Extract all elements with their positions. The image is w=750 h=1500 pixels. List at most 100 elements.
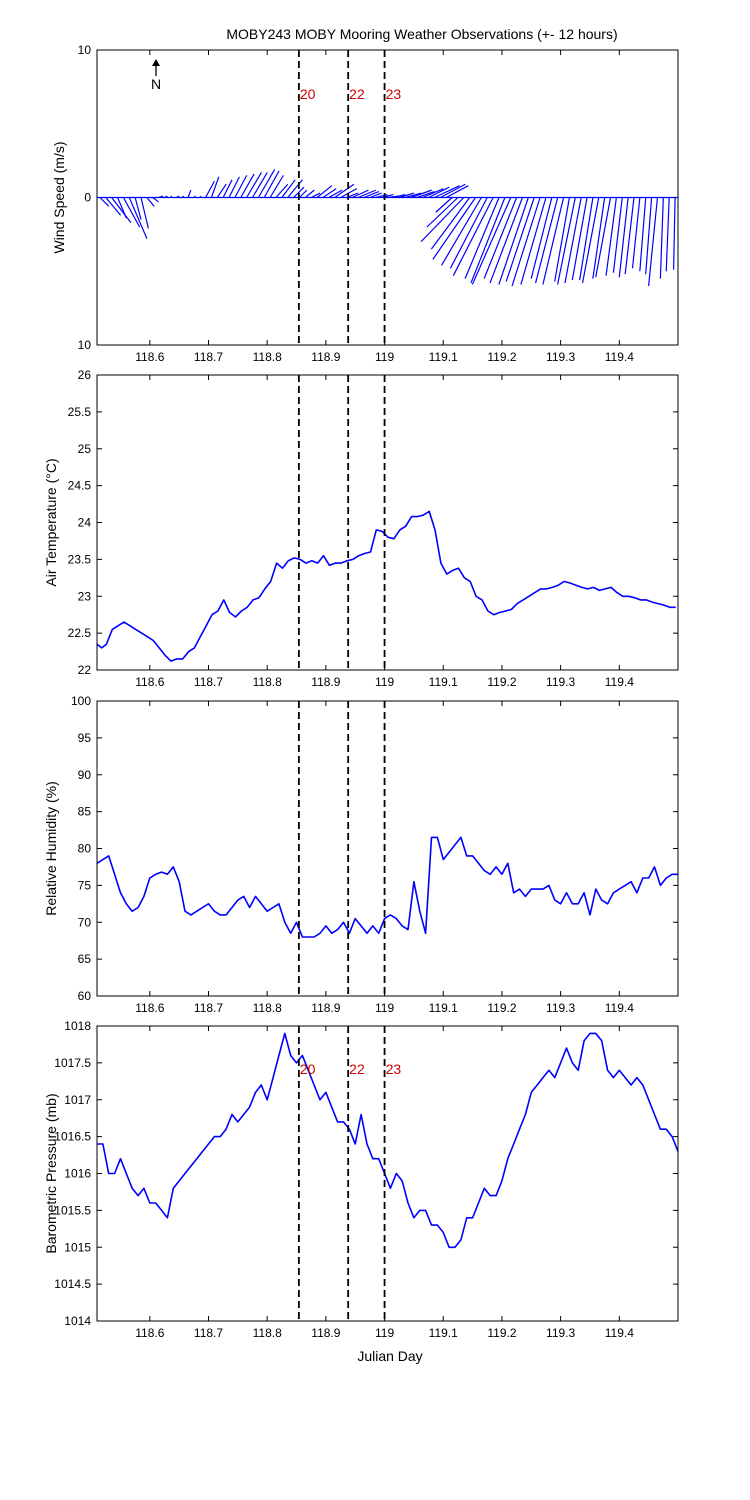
y-tick-label: 25.5 — [68, 405, 92, 419]
y-axis-label: Wind Speed (m/s) — [51, 141, 67, 253]
x-tick-label: 119.2 — [487, 1001, 516, 1015]
wind-vector — [263, 170, 280, 198]
y-tick-label: 80 — [78, 842, 92, 856]
wind-vector — [116, 197, 127, 219]
x-tick-label: 119 — [375, 675, 394, 689]
data-series-line — [96, 836, 678, 938]
y-tick-label: 1014 — [64, 1314, 91, 1328]
wind-vector — [498, 197, 529, 285]
x-tick-label: 119.4 — [605, 1326, 634, 1340]
wind-vector — [571, 197, 588, 281]
y-tick-label: 1014.5 — [54, 1277, 91, 1291]
wind-vector — [363, 191, 379, 199]
x-tick-label: 118.7 — [194, 1001, 223, 1015]
y-tick-label: 22 — [78, 663, 92, 677]
wind-vector — [612, 197, 623, 273]
wind-vector — [404, 192, 422, 199]
wind-vector — [505, 197, 535, 282]
wind-vector — [639, 197, 647, 272]
wind-vector — [581, 197, 600, 284]
wind-vector — [99, 197, 110, 207]
wind-vector — [128, 197, 148, 240]
wind-vector — [624, 197, 635, 275]
wind-vector — [648, 197, 659, 287]
plot-frame — [96, 49, 679, 346]
wind-vector — [228, 176, 240, 198]
vline-label: 22 — [349, 1061, 365, 1077]
wind-vector — [399, 192, 415, 199]
wind-vector — [334, 183, 355, 198]
x-tick-label: 119.3 — [546, 675, 575, 689]
panel-1: 118.6 118.7 118.8 118.9 119 119.1 119.2 119.3 11… — [51, 43, 679, 364]
wind-vector — [205, 180, 215, 198]
wind-vector — [564, 197, 582, 284]
x-tick-label: 119 — [375, 1326, 394, 1340]
y-tick-label: 22.5 — [68, 626, 92, 640]
x-tick-label: 119.1 — [429, 1326, 458, 1340]
wind-vector — [432, 197, 477, 260]
wind-vector — [428, 186, 450, 199]
wind-vector — [452, 197, 494, 276]
x-tick-label: 118.6 — [135, 1326, 164, 1340]
vline-label: 20 — [300, 1061, 316, 1077]
panel-4: 118.6 118.7 118.8 118.9 119 119.1 119.2 119.3 11… — [43, 1019, 679, 1340]
x-tick-label: 119.1 — [429, 1001, 458, 1015]
wind-vector — [275, 183, 289, 198]
wind-vector — [470, 197, 506, 284]
wind-vector — [234, 175, 248, 198]
y-tick-label: 0 — [84, 191, 91, 205]
plot-frame — [96, 1025, 679, 1322]
x-tick-label: 119.2 — [487, 1326, 516, 1340]
y-tick-label: 1018 — [64, 1019, 91, 1033]
y-axis-label: Relative Humidity (%) — [43, 781, 59, 916]
x-tick-label: 119.2 — [487, 675, 516, 689]
panel-2: 118.6 118.7 118.8 118.9 119 119.1 119.2 119.3 11… — [43, 368, 679, 689]
wind-vector — [554, 197, 571, 282]
wind-vector — [169, 195, 173, 198]
y-tick-label: 95 — [78, 731, 92, 745]
wind-vector — [152, 197, 160, 203]
wind-vector — [557, 197, 576, 285]
wind-vector — [181, 195, 184, 198]
x-tick-label: 118.7 — [194, 1326, 223, 1340]
y-tick-label: 70 — [78, 915, 92, 929]
x-tick-label: 118.6 — [135, 1001, 164, 1015]
vline-label: 23 — [386, 1061, 402, 1077]
wind-vector — [445, 185, 469, 199]
panel-3: 118.6 118.7 118.8 118.9 119 119.1 119.2 119.3 11… — [43, 694, 679, 1015]
y-tick-label: 26 — [78, 368, 92, 382]
y-tick-label: 24.5 — [68, 479, 92, 493]
x-tick-label: 118.6 — [135, 350, 164, 364]
wind-vector — [579, 197, 594, 281]
x-tick-label: 119 — [375, 1001, 394, 1015]
wind-vector — [592, 197, 606, 279]
wind-vector — [175, 195, 180, 199]
wind-vector — [440, 183, 466, 199]
vline-label: 23 — [386, 86, 402, 102]
wind-vector — [430, 197, 471, 250]
x-axis-label: Julian Day — [357, 1348, 422, 1364]
x-tick-label: 119.1 — [429, 350, 458, 364]
wind-vector — [449, 197, 488, 269]
y-tick-label: 24 — [78, 516, 92, 530]
wind-vector — [542, 197, 565, 285]
y-tick-label: 75 — [78, 878, 92, 892]
y-tick-label: 90 — [78, 768, 92, 782]
wind-vector — [158, 195, 164, 199]
wind-vector — [595, 197, 612, 278]
wind-vector — [441, 197, 482, 266]
wind-vector — [193, 195, 196, 198]
wind-vector — [187, 189, 192, 198]
y-tick-label: 23 — [78, 589, 92, 603]
y-tick-label: 1016 — [64, 1167, 91, 1181]
wind-vector — [375, 193, 388, 199]
wind-vector — [352, 189, 369, 199]
wind-vector — [434, 185, 460, 199]
x-tick-label: 119.1 — [429, 675, 458, 689]
wind-vector — [269, 175, 284, 198]
x-tick-label: 119.3 — [546, 350, 575, 364]
x-tick-label: 119 — [375, 350, 394, 364]
wind-vector — [416, 191, 435, 199]
wind-vector — [520, 197, 547, 285]
x-tick-label: 118.8 — [253, 1326, 282, 1340]
